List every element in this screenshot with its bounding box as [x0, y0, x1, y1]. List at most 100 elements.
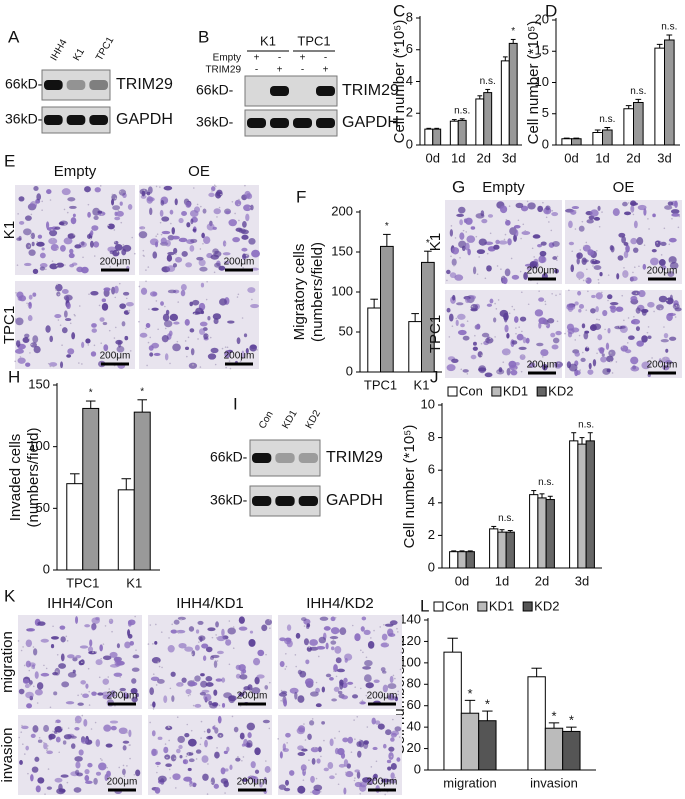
condition-label: Empty: [213, 53, 241, 64]
cell: [111, 198, 115, 206]
cell: [205, 646, 213, 653]
pore: [56, 264, 58, 267]
x-tick-label: 3d: [502, 150, 516, 165]
cell: [330, 646, 335, 651]
pore: [632, 213, 635, 216]
cell: [67, 197, 76, 202]
pore: [78, 305, 81, 307]
cell: [91, 624, 96, 631]
cell: [67, 654, 75, 659]
cell: [175, 256, 183, 263]
cell: [195, 749, 202, 754]
cell: [337, 690, 343, 694]
cell: [210, 254, 219, 260]
pore: [156, 233, 159, 235]
error-bar: [459, 118, 465, 121]
cell: [390, 737, 395, 742]
pore: [129, 757, 131, 760]
cell: [665, 348, 669, 353]
cell: [23, 228, 32, 236]
cell: [371, 717, 376, 725]
cell: [518, 346, 527, 350]
bar: [537, 497, 547, 569]
pore: [52, 365, 55, 368]
pore: [244, 184, 246, 187]
pore: [93, 344, 96, 347]
cell: [514, 316, 519, 323]
cell: [346, 681, 354, 685]
cell: [356, 771, 361, 779]
cell: [238, 692, 244, 697]
pore: [46, 749, 48, 752]
cell: [502, 277, 508, 285]
pore: [386, 643, 389, 645]
pore: [80, 693, 83, 695]
pore: [389, 696, 392, 698]
cell: [633, 220, 638, 229]
bar: [602, 129, 613, 146]
pore: [191, 653, 193, 656]
pore: [30, 343, 33, 346]
pore: [232, 647, 235, 649]
cell: [37, 739, 43, 743]
condition-sign: +: [300, 53, 306, 64]
cell: [481, 218, 488, 224]
cell: [667, 312, 676, 317]
pore: [362, 651, 364, 654]
cell: [234, 199, 242, 207]
y-tick-label: 100: [28, 438, 50, 453]
pore: [520, 291, 523, 294]
pore: [214, 185, 217, 188]
cell: [105, 743, 113, 748]
cell: [25, 362, 31, 367]
significance: n.s.: [578, 419, 594, 430]
cell: [40, 638, 49, 643]
cell: [145, 323, 151, 329]
cell: [241, 229, 249, 235]
blot-band: [89, 80, 108, 90]
cell: [235, 664, 241, 670]
legend-label: KD1: [489, 598, 514, 613]
cell: [172, 773, 181, 781]
cell: [511, 340, 518, 345]
pore: [232, 626, 235, 628]
cell: [103, 344, 109, 352]
cell: [661, 265, 667, 271]
cell: [615, 306, 624, 312]
cell: [213, 660, 218, 668]
pore: [673, 312, 675, 315]
pore: [237, 293, 240, 296]
pore: [241, 759, 243, 762]
cell: [49, 229, 58, 237]
cell: [373, 679, 380, 683]
cell: [333, 664, 338, 672]
cell: [329, 738, 334, 747]
pore: [89, 237, 92, 240]
pore: [256, 349, 258, 351]
cell: [185, 688, 192, 695]
pore: [598, 318, 600, 321]
cell: [394, 726, 402, 732]
cell: [297, 669, 303, 675]
x-tick-label: TPC1: [66, 575, 99, 590]
cell: [343, 677, 348, 683]
pore: [502, 276, 504, 278]
cell: [336, 668, 345, 673]
pore: [206, 280, 208, 283]
bar: [569, 440, 579, 569]
pore: [157, 765, 159, 768]
cell: [24, 215, 32, 221]
cell: [347, 736, 354, 744]
pore: [107, 778, 110, 781]
cell: [242, 221, 247, 228]
cell: [545, 205, 551, 211]
cell: [166, 265, 176, 272]
cell: [195, 629, 200, 634]
error-bar: [499, 529, 505, 533]
bar: [443, 651, 462, 771]
x-tick-label: K1: [126, 575, 142, 590]
cell: [584, 330, 590, 334]
cell: [389, 675, 394, 683]
cell: [253, 657, 261, 666]
cell: [55, 283, 63, 292]
